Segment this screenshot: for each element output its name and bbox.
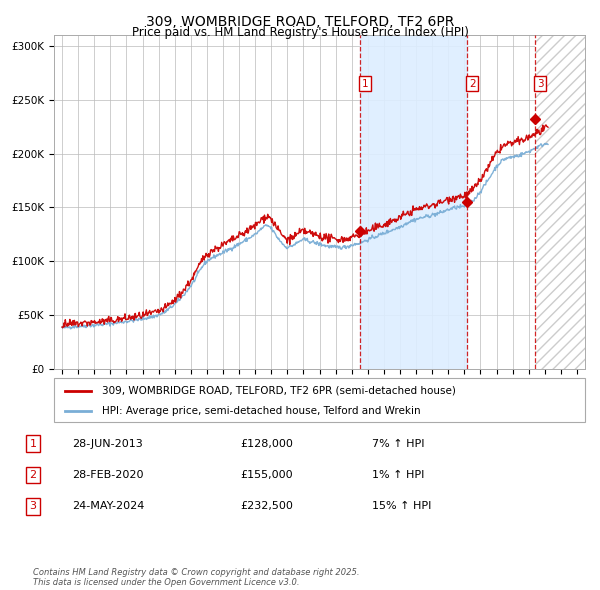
Text: 1% ↑ HPI: 1% ↑ HPI <box>372 470 424 480</box>
Text: Price paid vs. HM Land Registry's House Price Index (HPI): Price paid vs. HM Land Registry's House … <box>131 26 469 39</box>
Text: 24-MAY-2024: 24-MAY-2024 <box>72 502 145 511</box>
Text: 1: 1 <box>361 78 368 88</box>
Text: 28-FEB-2020: 28-FEB-2020 <box>72 470 143 480</box>
Text: HPI: Average price, semi-detached house, Telford and Wrekin: HPI: Average price, semi-detached house,… <box>102 406 421 416</box>
Text: £155,000: £155,000 <box>240 470 293 480</box>
Text: 28-JUN-2013: 28-JUN-2013 <box>72 439 143 448</box>
Text: 7% ↑ HPI: 7% ↑ HPI <box>372 439 425 448</box>
Bar <box>535 35 585 369</box>
Text: Contains HM Land Registry data © Crown copyright and database right 2025.
This d: Contains HM Land Registry data © Crown c… <box>33 568 359 587</box>
Text: 3: 3 <box>29 502 37 511</box>
Text: 3: 3 <box>537 78 544 88</box>
Text: 2: 2 <box>469 78 475 88</box>
Text: 1: 1 <box>29 439 37 448</box>
Bar <box>359 35 467 369</box>
Text: 2: 2 <box>29 470 37 480</box>
Text: £232,500: £232,500 <box>240 502 293 511</box>
Text: 309, WOMBRIDGE ROAD, TELFORD, TF2 6PR (semi-detached house): 309, WOMBRIDGE ROAD, TELFORD, TF2 6PR (s… <box>102 386 455 396</box>
Text: 309, WOMBRIDGE ROAD, TELFORD, TF2 6PR: 309, WOMBRIDGE ROAD, TELFORD, TF2 6PR <box>146 15 454 29</box>
Text: £128,000: £128,000 <box>240 439 293 448</box>
Text: 15% ↑ HPI: 15% ↑ HPI <box>372 502 431 511</box>
FancyBboxPatch shape <box>54 378 585 422</box>
